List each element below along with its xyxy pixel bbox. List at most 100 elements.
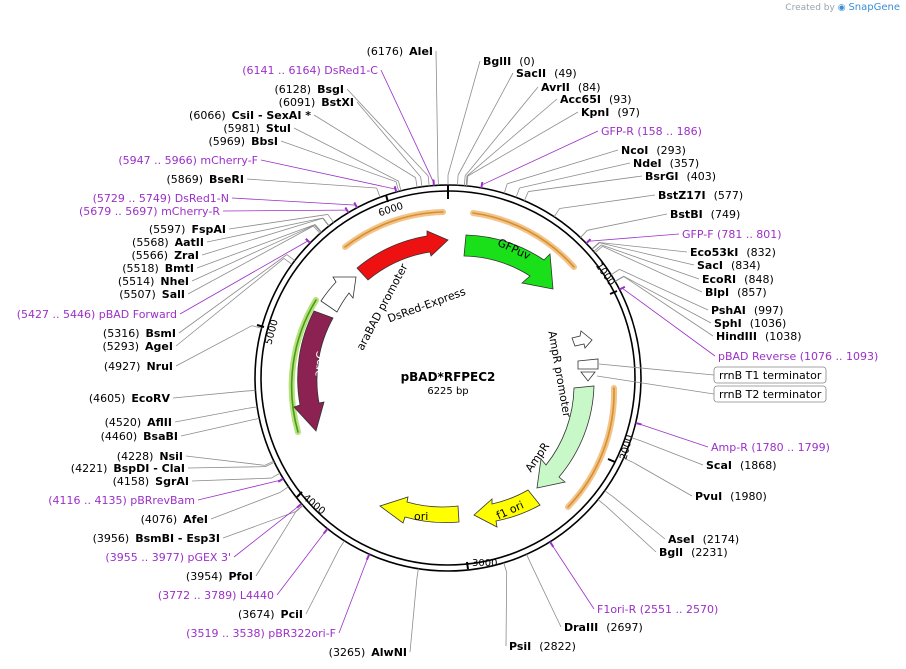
enzyme-pos-pvui: (1980) [730, 490, 767, 503]
enzyme-pos-sphi: (1036) [750, 317, 787, 330]
primer-gfp-f: GFP-F (781 .. 801) [682, 228, 782, 241]
credit-prefix: Created by [785, 3, 835, 13]
enzyme-psii: PsiI [509, 640, 531, 653]
enzyme-pos-ecorv: (4605) [89, 392, 126, 405]
arac-arrow [293, 310, 334, 432]
enzyme-pos-bseri: (5869) [166, 173, 203, 186]
label-ori: ori [414, 510, 428, 523]
label-ampr-promoter: AmpR promoter [545, 330, 573, 419]
enzyme-bstxi: BstXI [321, 96, 354, 109]
primer-dsred1-n: (5729 .. 5749) DsRed1-N [93, 192, 229, 205]
enzyme-pfoi: PfoI [229, 570, 254, 583]
enzyme-bsmbi-esp3i: BsmBI - Esp3I [135, 532, 220, 545]
enzyme-pos-psii: (2822) [539, 640, 576, 653]
enzyme-ecori: EcoRI [702, 273, 736, 286]
enzyme-zrai: ZraI [174, 249, 199, 262]
primer-gfp-r: GFP-R (158 .. 186) [601, 125, 702, 138]
rrnb-marker-2 [580, 371, 596, 382]
enzyme-hindiii: HindIII [716, 330, 757, 343]
enzyme-saci: SacI [697, 259, 723, 272]
enzyme-pos-ndei: (357) [670, 157, 700, 170]
enzyme-pos-bsgi: (6128) [275, 83, 312, 96]
enzyme-bstbi: BstBI [670, 208, 703, 221]
enzyme-pvui: PvuI [695, 490, 722, 503]
primer-mcherry-f: (5947 .. 5966) mCherry-F [118, 154, 258, 167]
plasmid-length: 6225 bp [427, 386, 468, 397]
enzyme-aatii: AatII [175, 236, 204, 249]
enzyme-pos-ncoi: (293) [656, 144, 686, 157]
enzyme-bstz17i: BstZ17I [658, 189, 706, 202]
enzyme-pos-agei: (5293) [102, 340, 139, 353]
ruler-1000: 1000 [593, 261, 617, 288]
enzyme-pcii: PciI [281, 608, 303, 621]
enzyme-alei: AleI [409, 45, 433, 58]
enzyme-pos-draiii: (2697) [606, 621, 643, 634]
primer-mcherry-r: (5679 .. 5697) mCherry-R [79, 205, 220, 218]
enzyme-pshai: PshAI [711, 304, 746, 317]
primer-f1ori-r: F1ori-R (2551 .. 2570) [597, 603, 718, 616]
enzyme-bmti: BmtI [165, 262, 194, 275]
enzyme-bspdi-clai: BspDI - ClaI [113, 462, 185, 475]
enzyme-eco53ki: Eco53kI [690, 246, 738, 259]
primer-pgex-3-: (3955 .. 3977) pGEX 3' [105, 551, 231, 564]
enzyme-pos-aatii: (5568) [132, 236, 169, 249]
enzyme-pos-bsrgi: (403) [686, 170, 716, 183]
enzyme-avrii: AvrII [541, 81, 570, 94]
ampr-arrow [536, 385, 595, 489]
features [293, 230, 599, 528]
enzyme-pos-scai: (1868) [740, 459, 777, 472]
enzyme-blpi: BlpI [705, 286, 729, 299]
enzyme-pos-stui: (5981) [223, 122, 260, 135]
enzyme-pos-afei: (4076) [141, 513, 178, 526]
enzyme-pos-alwni: (3265) [329, 646, 366, 659]
enzyme-kpni: KpnI [581, 106, 609, 119]
snapgene-logo-icon: ◉ [837, 3, 846, 13]
rrnb-marker-1 [577, 358, 599, 370]
enzyme-afei: AfeI [183, 513, 208, 526]
primer-dsred1-c: (6141 .. 6164) DsRed1-C [242, 64, 378, 77]
primer-pbad-forward: (5427 .. 5446) pBAD Forward [17, 308, 177, 321]
enzyme-pos-csii-sexai-: (6066) [189, 109, 226, 122]
enzyme-pos-blpi: (857) [737, 286, 767, 299]
enzyme-pos-bmti: (5518) [122, 262, 159, 275]
enzyme-pos-hindiii: (1038) [765, 330, 802, 343]
dsred-express-arrow [356, 230, 449, 281]
enzyme-bseri: BseRI [209, 173, 244, 186]
site-labels: BglII (0)SacII (49)AvrII (84)Acc65I (93)KpnI… [17, 45, 879, 659]
enzyme-pos-bspdi-clai: (4221) [71, 462, 108, 475]
primer-pbrrevbam: (4116 .. 4135) pBRrevBam [48, 494, 195, 507]
enzyme-pos-eco53ki: (832) [746, 246, 776, 259]
enzyme-sgrai: SgrAI [155, 475, 189, 488]
enzyme-bbsi: BbsI [251, 135, 278, 148]
enzyme-acc65i: Acc65I [560, 93, 601, 106]
enzyme-pos-nrui: (4927) [104, 360, 141, 373]
enzyme-pos-pfoi: (3954) [186, 570, 223, 583]
enzyme-pos-zrai: (5566) [132, 249, 169, 262]
enzyme-bsrgi: BsrGI [645, 170, 678, 183]
enzyme-bgli: BglI [659, 546, 683, 559]
enzyme-pos-fspai: (5597) [149, 223, 186, 236]
enzyme-pos-sgrai: (4158) [113, 475, 150, 488]
enzyme-pos-nhei: (5514) [118, 275, 155, 288]
enzyme-pos-bsmbi-esp3i: (3956) [93, 532, 130, 545]
primer-pbad-reverse: pBAD Reverse (1076 .. 1093) [718, 350, 878, 363]
center-label: pBAD*RFPEC2 6225 bp [401, 370, 496, 397]
ruler-5000: 5000 [264, 318, 281, 345]
enzyme-nrui: NruI [146, 360, 173, 373]
enzyme-pos-avrii: (84) [578, 81, 601, 94]
label-arac: araC [311, 350, 327, 378]
enzyme-pos-aflii: (4520) [105, 416, 142, 429]
enzyme-pos-ecori: (848) [744, 273, 774, 286]
ruler-4000: 4000 [300, 492, 327, 517]
enzyme-pos-bstz17i: (577) [714, 189, 744, 202]
enzyme-bsmi: BsmI [146, 327, 177, 340]
enzyme-pos-bsabi: (4460) [101, 430, 138, 443]
enzyme-pos-bglii: (0) [519, 55, 535, 68]
enzyme-pos-sacii: (49) [554, 67, 577, 80]
enzyme-pos-sali: (5507) [119, 288, 156, 301]
enzyme-sacii: SacII [516, 67, 546, 80]
enzyme-scai: ScaI [706, 459, 732, 472]
enzyme-nhei: NheI [160, 275, 189, 288]
enzyme-pos-nsii: (4228) [117, 450, 154, 463]
